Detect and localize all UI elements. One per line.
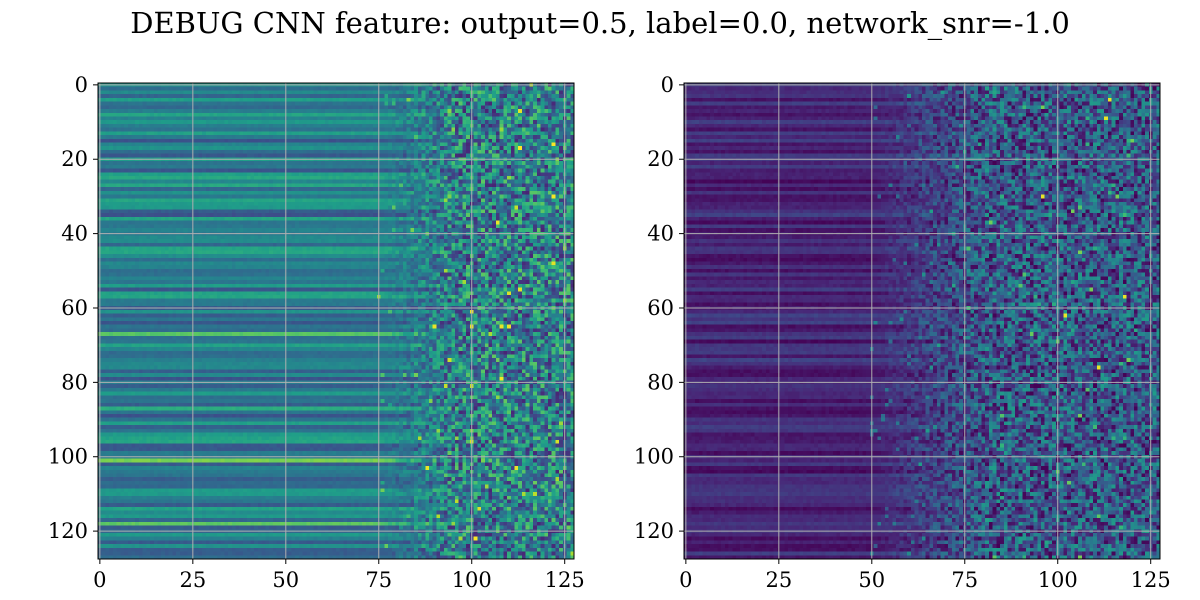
chart-title: DEBUG CNN feature: output=0.5, label=0.0… (130, 6, 1070, 40)
heatmap-panel-2: 0 25 50 75 100 125 0 20 40 60 80 100 120 (634, 73, 1171, 592)
x-tick-label: 25 (179, 568, 206, 592)
y-tick-label: 80 (647, 370, 674, 394)
axes-frame (97, 82, 575, 560)
y-tick-label: 100 (48, 445, 88, 469)
y-tick-label: 100 (634, 445, 674, 469)
x-tick-label: 100 (1038, 568, 1078, 592)
y-tick-label: 60 (647, 296, 674, 320)
x-tick-label: 25 (765, 568, 792, 592)
x-tick-label: 125 (545, 568, 585, 592)
x-tick-label: 0 (93, 568, 106, 592)
y-tick-label: 40 (61, 222, 88, 246)
x-tick-label: 50 (858, 568, 885, 592)
y-tick-label: 120 (48, 519, 88, 543)
x-tick-label: 50 (272, 568, 299, 592)
x-tick-label: 75 (365, 568, 392, 592)
y-tick-label: 0 (661, 73, 674, 97)
y-tick-label: 0 (75, 73, 88, 97)
axes-frame (683, 82, 1161, 560)
x-tick-label: 0 (679, 568, 692, 592)
y-tick-label: 20 (61, 147, 88, 171)
heatmap-cells (684, 83, 1160, 559)
heatmap-panel-1: 0 25 50 75 100 125 0 20 40 60 80 100 120 (48, 73, 585, 592)
x-tick-label: 100 (452, 568, 492, 592)
x-tick-label: 125 (1131, 568, 1171, 592)
y-tick-label: 80 (61, 370, 88, 394)
heatmap-cells (98, 83, 574, 559)
y-tick-label: 40 (647, 222, 674, 246)
x-tick-label: 75 (951, 568, 978, 592)
y-tick-label: 60 (61, 296, 88, 320)
y-tick-label: 120 (634, 519, 674, 543)
y-tick-label: 20 (647, 147, 674, 171)
